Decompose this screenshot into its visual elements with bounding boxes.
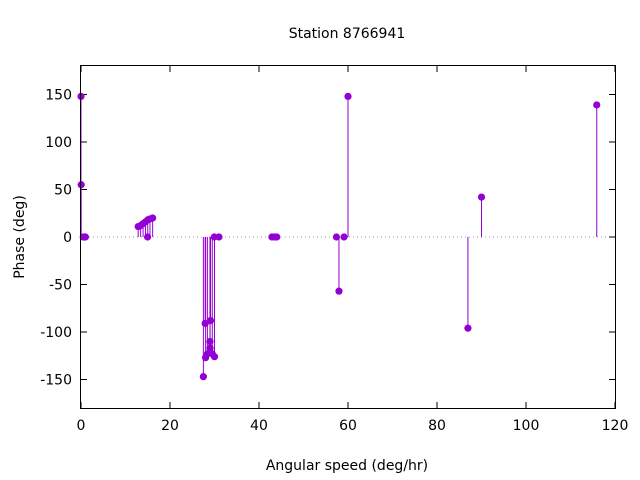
- data-point: [332, 233, 341, 241]
- y-tick-label: 50: [54, 183, 72, 199]
- data-point: [210, 353, 219, 361]
- data-point: [340, 233, 348, 241]
- x-tick-label: 40: [250, 418, 268, 434]
- chart-title: Station 8766941: [289, 26, 406, 42]
- x-tick-label: 100: [513, 418, 540, 434]
- data-point: [593, 101, 601, 109]
- data-point: [149, 214, 157, 222]
- x-tick-label: 120: [602, 418, 629, 434]
- data-point: [215, 233, 223, 241]
- data-point: [199, 373, 207, 381]
- y-tick-label: 100: [45, 135, 72, 151]
- data-point: [335, 287, 343, 295]
- y-axis-label: Phase (deg): [12, 195, 28, 279]
- y-tick-label: 0: [63, 230, 72, 246]
- data-point: [344, 92, 352, 100]
- x-tick-label: 60: [339, 418, 357, 434]
- x-tick-label: 80: [428, 418, 446, 434]
- data-point: [77, 181, 85, 189]
- data-point: [206, 317, 215, 325]
- y-tick-label: -50: [49, 278, 72, 294]
- x-tick-label: 0: [77, 418, 86, 434]
- data-point: [81, 233, 90, 241]
- data-point: [273, 233, 281, 241]
- plot-frame: [80, 65, 616, 409]
- y-tick-label: -100: [40, 325, 72, 341]
- y-tick-label: 150: [45, 88, 72, 104]
- x-tick-label: 20: [161, 418, 179, 434]
- data-point: [477, 193, 486, 201]
- x-axis-label: Angular speed (deg/hr): [266, 458, 428, 474]
- y-tick-label: -150: [40, 373, 72, 389]
- data-point: [464, 324, 472, 332]
